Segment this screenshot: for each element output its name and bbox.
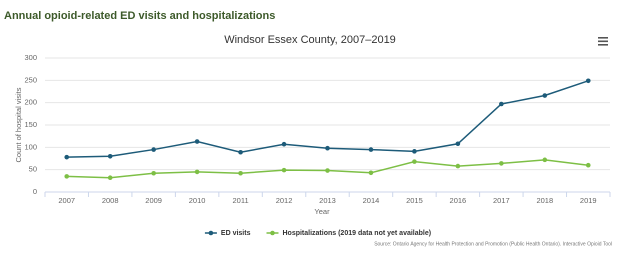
- data-point: [542, 157, 548, 163]
- menu-bar: [598, 40, 608, 43]
- y-tick-label: 50: [29, 165, 37, 174]
- y-tick-label: 0: [33, 187, 37, 196]
- menu-bar: [598, 44, 608, 46]
- data-point: [107, 175, 113, 181]
- data-point: [412, 149, 417, 154]
- x-tick-label: 2009: [145, 196, 162, 205]
- x-tick-label: 2018: [536, 196, 553, 205]
- data-point: [499, 161, 504, 166]
- x-tick-label: 2013: [319, 196, 336, 205]
- data-point: [194, 169, 200, 175]
- data-point: [107, 153, 113, 159]
- data-point: [151, 147, 156, 152]
- legend-label: ED visits: [221, 230, 251, 237]
- y-tick-label: 250: [24, 75, 37, 84]
- x-axis-label: Year: [314, 207, 330, 216]
- data-point: [585, 162, 591, 168]
- data-point: [368, 147, 374, 152]
- y-tick-label: 200: [24, 98, 37, 107]
- legend-marker: [270, 230, 275, 236]
- menu-bar: [598, 37, 608, 39]
- page-heading: Annual opioid-related ED visits and hosp…: [4, 10, 275, 22]
- data-point: [64, 154, 70, 160]
- legend: ED visits Hospitalizations (2019 data not…: [204, 230, 431, 237]
- data-point: [499, 101, 504, 107]
- data-point: [64, 174, 70, 179]
- legend-label: Hospitalizations (2019 data not yet avai…: [282, 230, 431, 237]
- data-point: [542, 93, 548, 98]
- data-point: [325, 168, 330, 173]
- x-tick-label: 2016: [450, 196, 467, 205]
- data-point: [412, 159, 417, 164]
- menu-button[interactable]: [598, 37, 608, 46]
- chart-title: Windsor Essex County, 2007–2019: [224, 34, 396, 46]
- legend-item[interactable]: Hospitalizations (2019 data not yet avai…: [266, 230, 431, 237]
- data-point: [151, 170, 156, 176]
- y-tick-label: 300: [24, 53, 37, 62]
- x-tick-label: 2010: [189, 196, 206, 205]
- source-note: Source: Ontario Agency for Health Protec…: [374, 241, 612, 247]
- legend-item[interactable]: ED visits: [204, 230, 251, 237]
- data-point: [281, 141, 287, 147]
- x-tick-label: 2015: [406, 196, 423, 205]
- data-point: [455, 163, 461, 169]
- x-tick-label: 2014: [363, 196, 380, 205]
- data-point: [238, 170, 243, 176]
- x-tick-label: 2011: [233, 196, 249, 205]
- series-line: [66, 80, 589, 158]
- y-tick-label: 150: [24, 120, 37, 129]
- legend-marker: [208, 230, 214, 236]
- data-point: [368, 170, 374, 176]
- x-tick-label: 2019: [580, 196, 597, 205]
- data-point: [585, 78, 591, 84]
- data-point: [238, 149, 243, 155]
- data-point: [325, 145, 330, 151]
- x-tick-label: 2007: [58, 196, 75, 205]
- data-point: [455, 141, 461, 147]
- x-tick-label: 2008: [102, 196, 119, 205]
- data-point: [194, 139, 200, 144]
- y-axis-label: Count of hospital visits: [14, 87, 23, 162]
- data-point: [281, 167, 287, 173]
- x-tick-label: 2012: [276, 196, 293, 205]
- y-tick-label: 100: [24, 142, 37, 151]
- x-tick-label: 2017: [493, 196, 510, 205]
